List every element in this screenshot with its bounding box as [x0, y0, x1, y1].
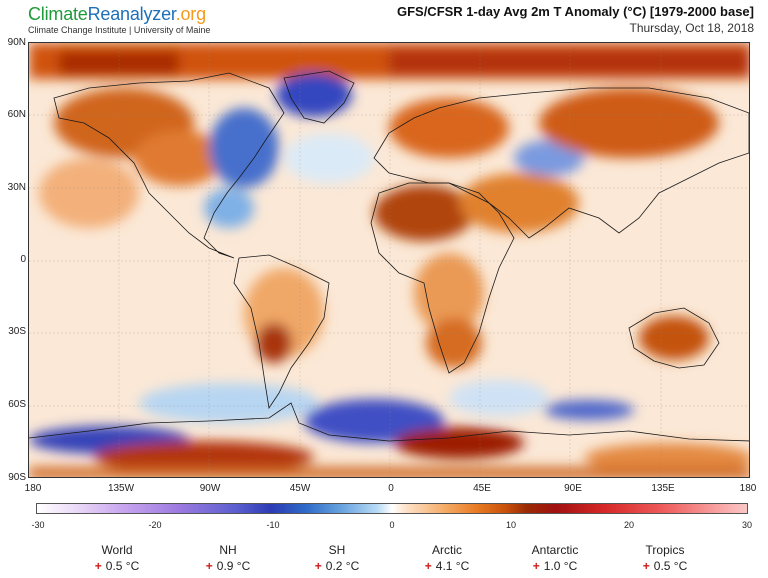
lat-label: 90N — [7, 37, 26, 48]
stat-sh: SH +0.2 °C — [282, 543, 392, 573]
logo-part-climate: Climate — [28, 4, 88, 24]
colorbar-tick: -10 — [266, 520, 280, 530]
lat-label: 30S — [8, 326, 26, 337]
colorbar-tick: -20 — [148, 520, 162, 530]
colorbar — [36, 503, 748, 514]
site-logo-text[interactable]: ClimateReanalyzer.org — [28, 4, 210, 24]
brand-subtitle: Climate Change Institute | University of… — [28, 25, 211, 35]
plus-icon: + — [424, 559, 432, 573]
stat-value: +0.9 °C — [173, 559, 283, 573]
stat-name: Arctic — [432, 543, 462, 557]
anomaly-map[interactable] — [28, 42, 750, 478]
stat-tropics: Tropics +0.5 °C — [610, 543, 720, 573]
plus-icon: + — [642, 559, 650, 573]
stat-value: +4.1 °C — [392, 559, 502, 573]
lat-label: 0 — [20, 254, 26, 265]
stat-number: 1.0 °C — [543, 559, 578, 573]
lon-label: 90E — [564, 483, 582, 494]
stat-nh: NH +0.9 °C — [173, 543, 283, 573]
stat-number: 0.2 °C — [325, 559, 360, 573]
plus-icon: + — [532, 559, 540, 573]
stat-value: +0.5 °C — [62, 559, 172, 573]
stat-number: 4.1 °C — [435, 559, 470, 573]
stat-world: World +0.5 °C — [62, 543, 172, 573]
plus-icon: + — [314, 559, 322, 573]
colorbar-tick: 20 — [623, 520, 635, 530]
logo-part-reanalyzer: Reanalyzer — [87, 4, 176, 24]
stat-value: +1.0 °C — [500, 559, 610, 573]
stat-number: 0.5 °C — [653, 559, 688, 573]
lat-label: 60S — [8, 399, 26, 410]
plus-icon: + — [205, 559, 213, 573]
stat-name: NH — [219, 543, 237, 557]
map-title-block: GFS/CFSR 1-day Avg 2m T Anomaly (°C) [19… — [397, 4, 754, 35]
lon-label: 180 — [739, 483, 757, 494]
colorbar-tick: -30 — [31, 520, 45, 530]
lon-label: 0 — [388, 483, 394, 494]
lon-label: 45E — [473, 483, 491, 494]
anomaly-map-canvas — [29, 43, 749, 477]
stat-name: Tropics — [645, 543, 685, 557]
lon-label: 90W — [199, 483, 221, 494]
stat-value: +0.2 °C — [282, 559, 392, 573]
stat-name: World — [101, 543, 133, 557]
lon-label: 135W — [107, 483, 135, 494]
map-date: Thursday, Oct 18, 2018 — [629, 21, 754, 35]
colorbar-tick: 0 — [389, 520, 395, 530]
lon-label: 135E — [651, 483, 675, 494]
lon-label: 45W — [289, 483, 311, 494]
brand-header: ClimateReanalyzer.org Climate Change Ins… — [28, 4, 210, 35]
stat-number: 0.9 °C — [216, 559, 251, 573]
logo-part-org: .org — [175, 4, 206, 24]
colorbar-tick: 10 — [505, 520, 517, 530]
plus-icon: + — [94, 559, 102, 573]
lat-label: 30N — [7, 182, 26, 193]
stat-number: 0.5 °C — [105, 559, 140, 573]
map-title: GFS/CFSR 1-day Avg 2m T Anomaly (°C) [19… — [396, 4, 754, 19]
stat-value: +0.5 °C — [610, 559, 720, 573]
stat-antarctic: Antarctic +1.0 °C — [500, 543, 610, 573]
stat-name: SH — [328, 543, 346, 557]
stat-name: Antarctic — [531, 543, 579, 557]
colorbar-tick: 30 — [741, 520, 753, 530]
lat-label: 60N — [7, 109, 26, 120]
lon-label: 180 — [24, 483, 42, 494]
stat-arctic: Arctic +4.1 °C — [392, 543, 502, 573]
lat-label: 90S — [8, 472, 26, 483]
regional-stats: World +0.5 °C NH +0.9 °C SH +0.2 °C Arct… — [0, 543, 768, 578]
